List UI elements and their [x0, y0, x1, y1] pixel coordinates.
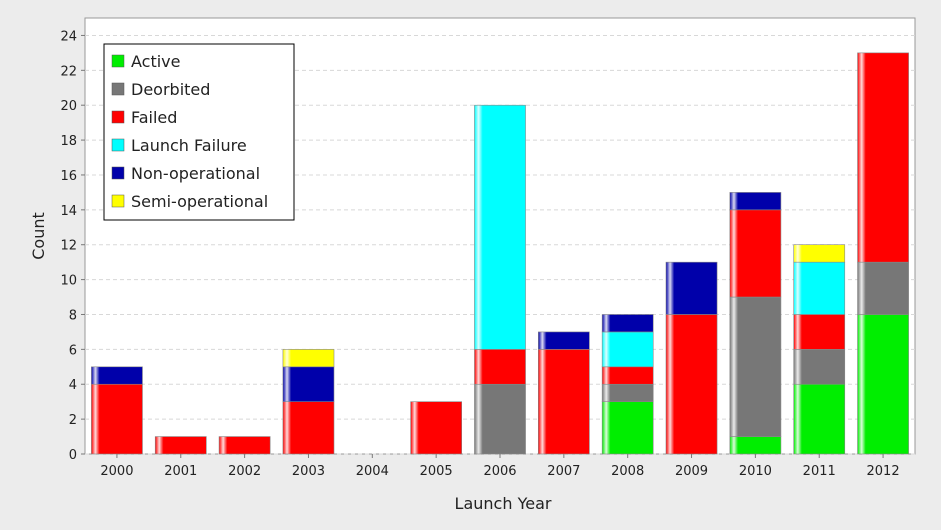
bars [91, 52, 909, 455]
bar-segment-failed-2012 [857, 52, 909, 263]
bar-segment-active-2010 [729, 436, 782, 455]
y-tick-label: 24 [60, 29, 77, 44]
bar-segment-failed-2005 [410, 401, 462, 455]
x-tick-label: 2010 [739, 464, 772, 479]
bar-segment-non-operational-2003 [282, 366, 335, 402]
bar-segment-failed-2007 [538, 349, 590, 455]
bar-segment-failed-2011 [793, 314, 846, 350]
y-tick-label: 18 [60, 134, 77, 149]
y-tick-label: 6 [69, 343, 77, 358]
bar-segment-failed-2006 [474, 349, 526, 385]
x-tick-label: 2008 [611, 464, 644, 479]
bar-segment-non-operational-2010 [729, 192, 782, 211]
legend-box [103, 43, 295, 221]
y-tick-label: 0 [69, 448, 77, 463]
bar-segment-semi-operational-2011 [793, 244, 846, 263]
bar-segment-deorbited-2008 [601, 383, 654, 402]
y-tick-label: 16 [60, 169, 77, 184]
legend-label: Deorbited [131, 80, 210, 99]
bar-segment-active-2011 [793, 383, 846, 455]
bar-segment-failed-2003 [282, 401, 335, 455]
y-tick-label: 20 [60, 99, 77, 114]
y-tick-label: 4 [69, 378, 77, 393]
bar-segment-launch-failure-2011 [793, 261, 846, 315]
bar-segment-failed-2010 [729, 209, 782, 298]
y-tick-label: 10 [60, 274, 77, 289]
legend-label: Failed [131, 108, 177, 127]
x-tick-label: 2002 [228, 464, 261, 479]
legend-swatch [111, 194, 125, 208]
bar-segment-failed-2009 [665, 314, 718, 455]
bar-segment-deorbited-2012 [857, 261, 909, 315]
bar-segment-active-2012 [857, 314, 909, 455]
bar-segment-launch-failure-2008 [601, 331, 654, 368]
legend-label: Semi-operational [131, 192, 268, 211]
x-axis-title: Launch Year [455, 494, 552, 513]
bar-segment-non-operational-2007 [538, 331, 590, 350]
x-tick-label: 2005 [420, 464, 453, 479]
legend-swatch [111, 138, 125, 152]
y-tick-label: 22 [60, 64, 77, 79]
x-tick-label: 2011 [803, 464, 836, 479]
bar-segment-launch-failure-2006 [474, 104, 526, 350]
legend-swatch [111, 110, 125, 124]
x-tick-label: 2004 [356, 464, 389, 479]
legend-swatch [111, 82, 125, 96]
bar-segment-deorbited-2011 [793, 349, 846, 385]
legend-swatch [111, 166, 125, 180]
bar-segment-non-operational-2008 [601, 314, 654, 333]
x-tick-label: 2009 [675, 464, 708, 479]
y-tick-label: 2 [69, 413, 77, 428]
legend-swatch [111, 54, 125, 68]
x-tick-label: 2000 [100, 464, 133, 479]
x-tick-label: 2006 [483, 464, 516, 479]
legend-label: Non-operational [131, 164, 260, 183]
bar-segment-failed-2008 [601, 366, 654, 385]
x-tick-label: 2012 [867, 464, 900, 479]
y-tick-label: 8 [69, 308, 77, 323]
x-axis-ticks: 2000 2001 2002 2003 2004 2005 2006 2007 2008 2009… [100, 454, 900, 479]
x-tick-label: 2007 [547, 464, 580, 479]
bar-segment-non-operational-2009 [665, 261, 718, 315]
bar-segment-deorbited-2010 [729, 296, 782, 437]
legend: Active Deorbited Failed Launch Failure Non-o… [103, 43, 295, 221]
x-tick-label: 2001 [164, 464, 197, 479]
y-tick-label: 12 [60, 239, 77, 254]
bar-segment-failed-2000 [91, 383, 143, 455]
bar-segment-non-operational-2000 [91, 366, 143, 385]
x-tick-label: 2003 [292, 464, 325, 479]
bar-segment-failed-2002 [218, 436, 271, 455]
bar-segment-semi-operational-2003 [282, 349, 335, 368]
legend-label: Launch Failure [131, 136, 247, 155]
y-tick-label: 14 [60, 204, 77, 219]
bar-segment-failed-2001 [154, 436, 207, 455]
bar-segment-deorbited-2006 [474, 383, 526, 455]
legend-label: Active [131, 52, 181, 71]
bar-segment-active-2008 [601, 401, 654, 455]
y-axis-title: Count [29, 212, 48, 260]
